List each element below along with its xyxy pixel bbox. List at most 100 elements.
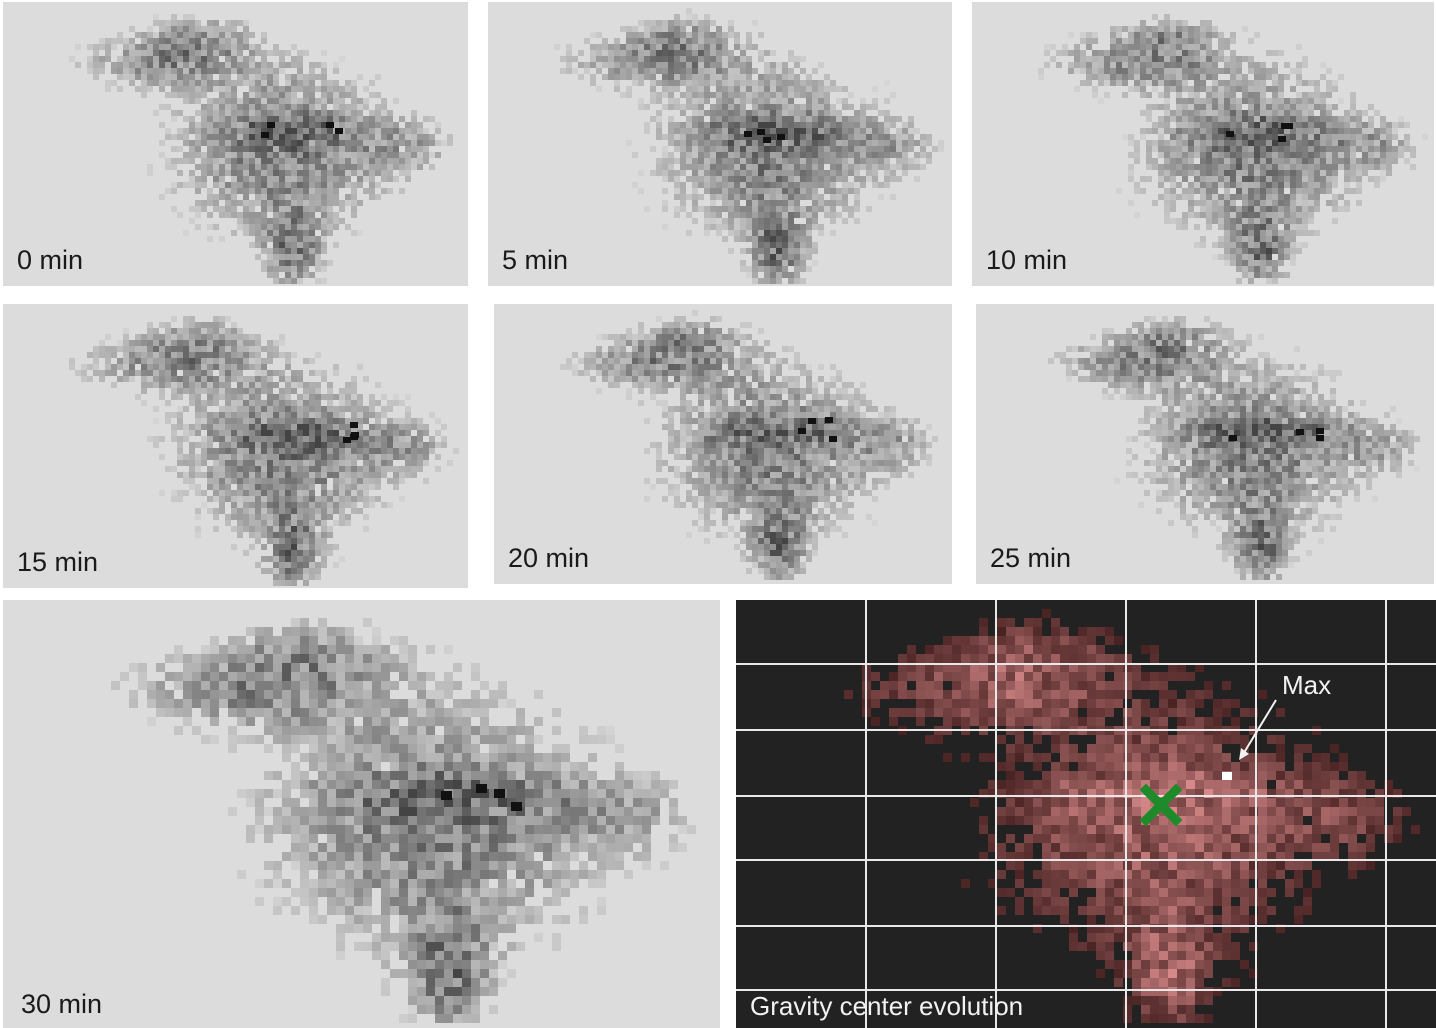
density-cell <box>183 388 189 394</box>
density-cell <box>854 170 860 176</box>
density-cell <box>674 32 680 38</box>
density-cell <box>1320 188 1326 194</box>
density-cell <box>626 68 632 74</box>
density-cell <box>333 478 339 484</box>
density-cell <box>1356 116 1362 122</box>
density-cell <box>213 224 219 230</box>
density-cell <box>800 104 806 110</box>
density-cell <box>1230 152 1236 158</box>
density-cell <box>704 14 710 20</box>
density-cell <box>1308 134 1314 140</box>
density-cell <box>794 74 800 80</box>
density-cell <box>297 478 303 484</box>
density-cell <box>746 74 752 80</box>
density-cell <box>327 502 333 508</box>
density-cell <box>1224 236 1230 242</box>
density-cell <box>590 50 596 56</box>
density-cell <box>213 134 219 140</box>
density-cell <box>1170 56 1176 62</box>
density-cell <box>1308 230 1314 236</box>
density-cell <box>566 50 572 56</box>
density-cell <box>752 278 758 284</box>
density-cell <box>183 436 189 442</box>
density-cell <box>1236 146 1242 152</box>
density-cell <box>231 158 237 164</box>
density-cell <box>788 194 794 200</box>
density-cell <box>315 62 321 68</box>
density-cell <box>1314 80 1320 86</box>
density-cell <box>1368 152 1374 158</box>
density-cell <box>764 122 770 128</box>
density-cell <box>183 182 189 188</box>
density-cell <box>339 122 345 128</box>
density-cell <box>243 526 249 532</box>
density-cell <box>99 352 105 358</box>
density-cell <box>363 376 369 382</box>
density-cell <box>321 104 327 110</box>
density-cell <box>596 68 602 74</box>
density-cell <box>297 68 303 74</box>
density-cell <box>399 170 405 176</box>
density-cell <box>686 14 692 20</box>
density-cell <box>399 430 405 436</box>
density-cell <box>219 98 225 104</box>
density-cell <box>255 116 261 122</box>
density-cell <box>1332 164 1338 170</box>
density-cell <box>806 122 812 128</box>
density-cell <box>273 520 279 526</box>
density-cell <box>279 340 285 346</box>
density-cell <box>1146 32 1152 38</box>
density-cell <box>1308 152 1314 158</box>
density-cell <box>782 212 788 218</box>
density-cell <box>285 508 291 514</box>
density-cell <box>758 50 764 56</box>
density-cell <box>267 206 273 212</box>
density-cell <box>1122 74 1128 80</box>
density-cell <box>189 182 195 188</box>
density-cell <box>770 110 776 116</box>
density-cell <box>219 346 225 352</box>
density-cell <box>243 472 249 478</box>
density-cell <box>758 74 764 80</box>
density-cell <box>1218 134 1224 140</box>
density-cell <box>776 266 782 272</box>
density-cell <box>303 176 309 182</box>
density-cell <box>273 254 279 260</box>
density-cell <box>1296 116 1302 122</box>
density-cell <box>423 134 429 140</box>
density-cell <box>345 454 351 460</box>
density-cell <box>201 376 207 382</box>
density-cell <box>327 170 333 176</box>
density-cell <box>614 86 620 92</box>
density-cell <box>333 412 339 418</box>
density-cell <box>303 206 309 212</box>
density-cell <box>1218 164 1224 170</box>
density-cell <box>219 430 225 436</box>
density-cell <box>686 122 692 128</box>
density-cell <box>1242 110 1248 116</box>
density-cell <box>381 140 387 146</box>
density-cell <box>1272 74 1278 80</box>
density-cell <box>165 38 171 44</box>
density-cell <box>1308 218 1314 224</box>
density-cell <box>1230 92 1236 98</box>
density-cell <box>1074 44 1080 50</box>
density-cell <box>686 98 692 104</box>
density-cell <box>291 224 297 230</box>
density-cell <box>291 502 297 508</box>
density-cell <box>1260 146 1266 152</box>
density-cell <box>339 514 345 520</box>
density-cell <box>734 188 740 194</box>
density-cell <box>273 442 279 448</box>
density-cell <box>710 128 716 134</box>
density-cell <box>237 466 243 472</box>
density-cell <box>273 110 279 116</box>
density-cell <box>1248 86 1254 92</box>
density-cell <box>303 116 309 122</box>
density-cell <box>1374 152 1380 158</box>
density-cell <box>99 68 105 74</box>
density-cell <box>656 110 662 116</box>
density-cell <box>1338 206 1344 212</box>
density-cell <box>243 140 249 146</box>
density-cell <box>1242 272 1248 278</box>
